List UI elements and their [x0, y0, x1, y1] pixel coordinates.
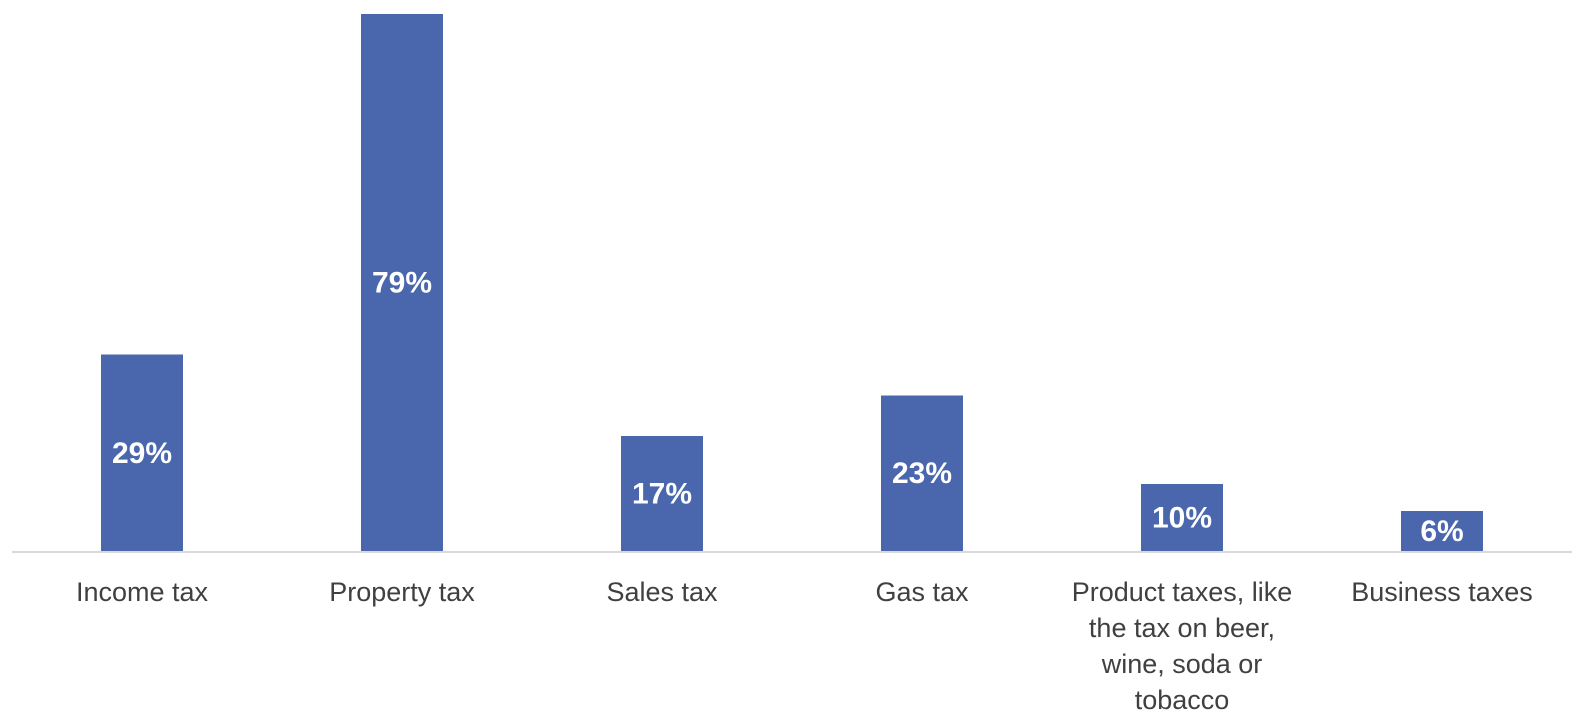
- category-label-1: Property tax: [329, 577, 475, 607]
- category-label-2: Sales tax: [606, 577, 718, 607]
- data-label-2: 17%: [632, 478, 692, 511]
- bars-layer: [101, 14, 1483, 552]
- data-labels-layer: 29% 79% 17% 23% 10% 6%: [112, 267, 1464, 549]
- bar-1: [361, 14, 443, 552]
- data-label-0: 29%: [112, 437, 172, 470]
- bar-3: [881, 395, 963, 552]
- category-label-3: Gas tax: [875, 577, 969, 607]
- data-label-4: 10%: [1152, 501, 1212, 534]
- bar-0: [101, 354, 183, 552]
- bar-5: [1401, 511, 1483, 552]
- bar-4: [1141, 483, 1223, 552]
- category-label-5: Business taxes: [1351, 577, 1533, 607]
- data-label-1: 79%: [372, 267, 432, 300]
- data-label-5: 6%: [1420, 515, 1463, 548]
- bar-2: [621, 436, 703, 552]
- data-label-3: 23%: [892, 457, 952, 490]
- category-label-0: Income tax: [75, 577, 209, 607]
- category-label-4: Product taxes, like the tax on beer, win…: [1071, 577, 1293, 715]
